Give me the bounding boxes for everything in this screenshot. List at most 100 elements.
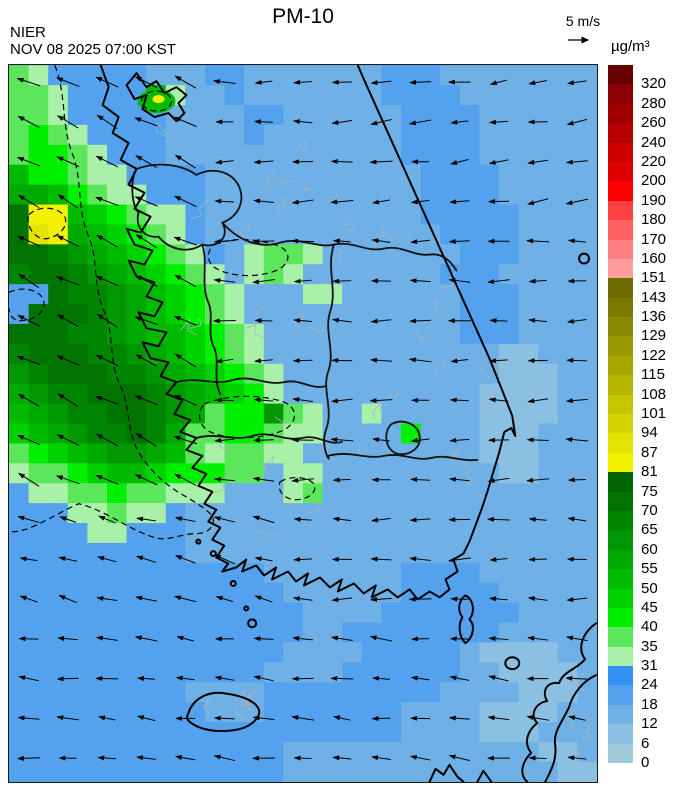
grid-cell <box>577 264 597 285</box>
grid-cell <box>67 184 88 206</box>
grid-cell <box>381 702 402 723</box>
wind-vector-arrow <box>135 155 158 169</box>
colorbar-segment <box>608 704 633 725</box>
grid-cell <box>361 323 382 345</box>
grid-cell <box>48 722 69 743</box>
wind-vector-arrow <box>331 317 352 323</box>
wind-vector-arrow <box>19 595 38 603</box>
grid-cell <box>440 582 461 604</box>
grid-cell <box>48 702 69 723</box>
colorbar-label: 129 <box>641 327 667 345</box>
grid-cell <box>67 463 88 484</box>
wind-vector-arrow <box>174 473 197 486</box>
wind-vector-arrow <box>526 437 549 443</box>
wind-vector-arrow <box>174 75 197 89</box>
grid-cell <box>459 582 480 604</box>
grid-cell <box>420 403 441 424</box>
colorbar <box>608 65 633 764</box>
contour-nw-hotspot <box>140 90 173 112</box>
grid-cell <box>479 662 500 683</box>
grid-cell <box>499 164 520 186</box>
wind-vector-arrow <box>56 235 79 248</box>
grid-cell <box>342 164 363 186</box>
wind-vector-arrow <box>56 355 80 366</box>
grid-cell <box>48 304 69 325</box>
grid-cell <box>557 542 578 564</box>
grid-cell <box>185 503 206 524</box>
grid-cell <box>244 204 265 225</box>
grid-cell <box>342 224 363 245</box>
grid-cell <box>400 323 422 345</box>
grid-cell <box>185 682 206 703</box>
grid-cell <box>440 602 461 624</box>
grid-cell <box>263 343 284 365</box>
grid-cell <box>342 204 363 225</box>
wind-vector-arrow <box>96 313 118 328</box>
grid-cell <box>577 164 597 186</box>
grid-cell <box>538 761 559 782</box>
grid-cell <box>440 264 461 285</box>
grid-cell <box>381 224 402 245</box>
grid-cell <box>400 244 422 265</box>
border-gyeongbuk-west <box>323 243 335 460</box>
wind-vector-arrow <box>566 357 588 363</box>
wind-vector-arrow <box>332 238 351 244</box>
wind-vector-arrow <box>292 397 314 403</box>
grid-cell <box>165 602 186 624</box>
grid-cell <box>479 323 500 345</box>
wind-vector-arrow <box>371 238 391 244</box>
grid-cell <box>381 85 402 106</box>
grid-cell <box>420 264 441 285</box>
grid-cell <box>165 562 186 584</box>
grid-cell <box>224 582 245 604</box>
wind-vector-arrow <box>449 397 469 403</box>
county-boundary <box>449 448 458 466</box>
wind-vector-arrow <box>56 676 79 682</box>
grid-cell <box>499 304 520 325</box>
grid-cell <box>28 622 49 643</box>
grid-cell <box>263 682 284 703</box>
county-boundary <box>566 707 575 730</box>
colorbar-label: 170 <box>641 230 667 248</box>
grid-cell <box>538 662 559 683</box>
grid-cell <box>244 124 265 146</box>
grid-cell <box>165 463 186 484</box>
grid-cell <box>224 164 245 186</box>
grid-cell <box>205 662 226 683</box>
grid-cell <box>400 463 422 484</box>
grid-cell <box>244 523 265 544</box>
grid-cell <box>126 622 147 643</box>
wind-vector-arrow <box>527 635 549 641</box>
county-boundary <box>331 249 349 266</box>
grid-cell <box>9 323 30 345</box>
wind-vector-arrow <box>176 635 194 642</box>
grid-cell <box>165 622 186 643</box>
grid-cell <box>263 662 284 683</box>
grid-cell <box>165 642 186 663</box>
grid-cell <box>538 622 559 643</box>
grid-cell <box>381 542 402 564</box>
grid-cell <box>322 622 343 643</box>
grid-cell <box>459 741 480 763</box>
wind-vector-arrow <box>173 116 197 128</box>
grid-cell <box>538 562 559 584</box>
grid-cell <box>381 244 402 265</box>
county-boundary <box>156 122 169 138</box>
colorbar-segment <box>608 549 633 570</box>
grid-cell <box>342 523 363 544</box>
wind-vector-arrow <box>97 755 117 761</box>
grid-cell <box>538 105 559 126</box>
wind-vector-arrow <box>135 354 158 367</box>
grid-cell <box>557 124 578 146</box>
coastline-kyushu-inner <box>544 674 597 782</box>
grid-cell <box>303 702 324 723</box>
grid-cell <box>28 523 49 544</box>
grid-cell <box>126 542 147 564</box>
wind-vector-arrow <box>448 715 470 721</box>
wind-vector-arrow <box>487 715 510 721</box>
grid-cell <box>303 542 324 564</box>
grid-cell <box>244 483 265 504</box>
wind-vector-arrow <box>58 595 78 604</box>
grid-cell <box>400 741 422 763</box>
wind-vector-arrow <box>291 477 315 483</box>
